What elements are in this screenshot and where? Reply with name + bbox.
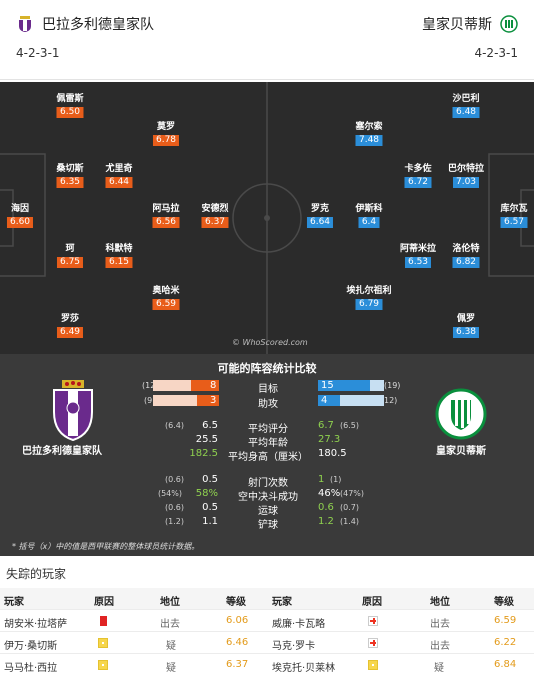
- home-assists-bar: [153, 395, 219, 406]
- home-team-stats-name: 巴拉多利德皇家队: [22, 446, 102, 457]
- stat-goals-row: (12 8 目标 15 (19): [142, 380, 401, 395]
- away-player[interactable]: 罗克 6.64: [306, 204, 334, 228]
- table-row: 伊万·桑切斯 疑 6.46 马克·罗卡 出去 6.22: [0, 632, 534, 654]
- home-player[interactable]: 佩雷斯 6.50: [56, 94, 84, 118]
- player-link[interactable]: 马克·罗卡: [272, 641, 316, 652]
- home-player[interactable]: 海因 6.60: [6, 204, 34, 228]
- doubt-icon: [368, 660, 378, 670]
- stat-avg-height-row: 182.5 平均身高（厘米） 180.5: [189, 448, 347, 463]
- missing-players-title: 失踪的玩家: [6, 567, 67, 581]
- home-formation: 4-2-3-1: [16, 46, 60, 60]
- player-link[interactable]: 威廉·卡瓦略: [272, 619, 326, 630]
- player-link[interactable]: 胡安米·拉塔萨: [4, 619, 68, 630]
- table-row: 马马杜·西拉 疑 6.37 埃克托·贝莱林 疑 6.84: [4, 659, 517, 674]
- player-link[interactable]: 伊万·桑切斯: [4, 641, 58, 652]
- away-team-link[interactable]: 皇家贝蒂斯: [422, 14, 518, 34]
- stat-assists-row: (9 3 助攻 4 12): [144, 395, 398, 410]
- stat-aerial-row: (54%) 58% 空中决斗成功 46% (47%): [157, 488, 365, 503]
- away-assists-bar: [318, 395, 384, 406]
- betis-crest-icon: [500, 15, 518, 33]
- home-player[interactable]: 安德烈 6.37: [201, 204, 229, 228]
- home-player[interactable]: 阿马拉 6.56: [152, 204, 180, 228]
- away-player[interactable]: 阿蒂米拉 6.53: [399, 244, 437, 268]
- away-player[interactable]: 塞尔索 7.48: [355, 122, 383, 146]
- home-player[interactable]: 尤里奇 6.44: [105, 164, 133, 188]
- away-formation: 4-2-3-1: [474, 46, 518, 60]
- doubt-icon: [98, 638, 108, 648]
- valladolid-large-crest-icon: [53, 380, 93, 442]
- away-player[interactable]: 洛伦特 6.82: [452, 244, 480, 268]
- injury-icon: [368, 616, 378, 626]
- betis-large-crest-icon: [435, 388, 487, 440]
- table-row: 胡安米·拉塔萨 出去 6.06 威廉·卡瓦略 出去 6.59: [0, 610, 534, 632]
- home-goals-bar: [153, 380, 219, 391]
- formation-pitch: 佩雷斯 6.50 莫罗 6.78 桑切斯 6.35 尤里奇 6.44 海因 6.60 阿马…: [0, 82, 534, 354]
- home-player[interactable]: 罗莎 6.49: [56, 314, 84, 338]
- watermark: © WhoScored.com: [232, 338, 308, 347]
- valladolid-crest-icon: [19, 16, 31, 32]
- doubt-icon: [98, 660, 108, 670]
- home-player[interactable]: 桑切斯 6.35: [56, 164, 84, 188]
- player-link[interactable]: 马马杜·西拉: [4, 663, 58, 674]
- stat-avg-rating-row: (6.4) 6.5 平均评分 6.7 (6.5): [165, 420, 359, 435]
- table-header: 玩家 原因 地位 等级 玩家 原因 地位 等级: [0, 588, 534, 610]
- player-link[interactable]: 埃克托·贝莱林: [272, 663, 336, 674]
- away-goals-bar: [318, 380, 384, 391]
- home-player[interactable]: 珂 6.75: [56, 244, 84, 268]
- stat-dribbles-row: (0.6) 0.5 运球 0.6 (0.7): [165, 502, 359, 517]
- away-player[interactable]: 巴尔特拉 7.03: [447, 164, 485, 188]
- match-header: 巴拉多利德皇家队 4-2-3-1 皇家贝蒂斯 4-2-3-1: [0, 0, 534, 80]
- stat-avg-age-row: 25.5 平均年龄 27.3: [195, 434, 341, 449]
- away-team-name: 皇家贝蒂斯: [422, 17, 492, 33]
- home-player[interactable]: 奥哈米 6.59: [152, 286, 180, 310]
- stat-shots-row: (0.6) 0.5 射门次数 1 (1): [165, 474, 342, 489]
- lineup-stats-panel: 可能的阵容统计比较 巴拉多利德皇家队 皇家贝蒂斯 (12 8 目标 15 (19…: [0, 354, 534, 556]
- away-player[interactable]: 卡多佐 6.72: [404, 164, 432, 188]
- home-team-link[interactable]: 巴拉多利德皇家队: [16, 14, 154, 34]
- away-team-stats-name: 皇家贝蒂斯: [436, 446, 486, 457]
- red-card-icon: [100, 616, 107, 626]
- stats-footnote: * 括号（x）中的值是西甲联赛的整体球员统计数据。: [12, 542, 200, 551]
- away-player[interactable]: 沙巴利 6.48: [452, 94, 480, 118]
- away-player[interactable]: 库尔瓦 6.57: [500, 204, 528, 228]
- stat-tackles-row: (1.2) 1.1 铲球 1.2 (1.4): [165, 516, 359, 531]
- away-player[interactable]: 伊斯科 6.4: [355, 204, 383, 228]
- injury-icon: [368, 638, 378, 648]
- stats-title: 可能的阵容统计比较: [217, 362, 317, 375]
- home-player[interactable]: 莫罗 6.78: [152, 122, 180, 146]
- home-team-name: 巴拉多利德皇家队: [42, 17, 154, 33]
- away-player[interactable]: 佩罗 6.38: [452, 314, 480, 338]
- away-player[interactable]: 埃扎尔祖利 6.79: [346, 286, 392, 310]
- home-player[interactable]: 科默特 6.15: [105, 244, 133, 268]
